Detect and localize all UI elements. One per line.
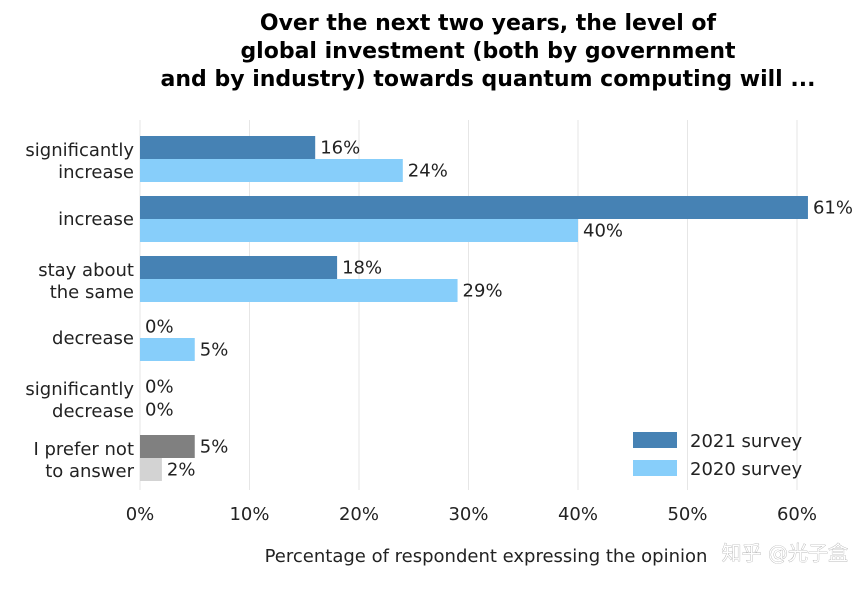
value-label: 40% (583, 221, 623, 242)
category-label: significantly (25, 140, 134, 161)
chart-title-line: Over the next two years, the level of (260, 11, 717, 36)
category-label: decrease (52, 328, 134, 349)
category-label: I prefer not (33, 439, 134, 460)
chart-title-line: global investment (both by government (240, 39, 736, 64)
category-label: stay about (38, 260, 134, 281)
value-label: 16% (320, 138, 360, 159)
value-label: 18% (342, 258, 382, 279)
chart-title-line: and by industry) towards quantum computi… (161, 67, 816, 92)
legend-swatch (633, 432, 677, 448)
x-tick-label: 30% (448, 504, 488, 525)
value-label: 0% (145, 377, 174, 398)
value-label: 5% (200, 437, 229, 458)
legend-label: 2020 survey (690, 459, 802, 480)
value-label: 0% (145, 317, 174, 338)
value-label: 61% (813, 198, 853, 219)
value-labels: 16%61%18%0%0%5%24%40%29%5%0%2% (145, 138, 853, 481)
category-label: increase (58, 162, 134, 183)
value-label: 29% (463, 281, 503, 302)
x-axis-title: Percentage of respondent expressing the … (265, 546, 708, 567)
bar-2020-2 (140, 279, 458, 302)
bar-2021-2 (140, 256, 338, 279)
category-label: to answer (45, 461, 134, 482)
x-tick-label: 0% (126, 504, 155, 525)
bar-2020-0 (140, 159, 403, 182)
bars (140, 136, 808, 481)
legend-label: 2021 survey (690, 431, 802, 452)
bar-2021-1 (140, 196, 808, 219)
x-tick-label: 10% (229, 504, 269, 525)
legend: 2021 survey 2020 survey (633, 431, 802, 480)
category-label: decrease (52, 401, 134, 422)
category-label: significantly (25, 379, 134, 400)
value-label: 2% (167, 460, 196, 481)
value-label: 0% (145, 400, 174, 421)
x-tick-label: 40% (558, 504, 598, 525)
value-label: 24% (408, 161, 448, 182)
watermark: 知乎 @光子盒 (722, 541, 848, 565)
bar-2021-0 (140, 136, 316, 159)
bar-2020-5 (140, 458, 162, 481)
category-label: increase (58, 209, 134, 230)
bar-2020-1 (140, 219, 578, 242)
x-tick-label: 60% (777, 504, 817, 525)
category-label: the same (50, 282, 134, 303)
bar-2021-5 (140, 435, 195, 458)
x-tick-label: 20% (339, 504, 379, 525)
x-tick-labels: 0% 10% 20% 30% 40% 50% 60% (126, 504, 817, 525)
bar-2020-3 (140, 338, 195, 361)
x-tick-label: 50% (667, 504, 707, 525)
legend-swatch (633, 460, 677, 476)
value-label: 5% (200, 340, 229, 361)
chart-title: Over the next two years, the level of glo… (161, 11, 816, 92)
